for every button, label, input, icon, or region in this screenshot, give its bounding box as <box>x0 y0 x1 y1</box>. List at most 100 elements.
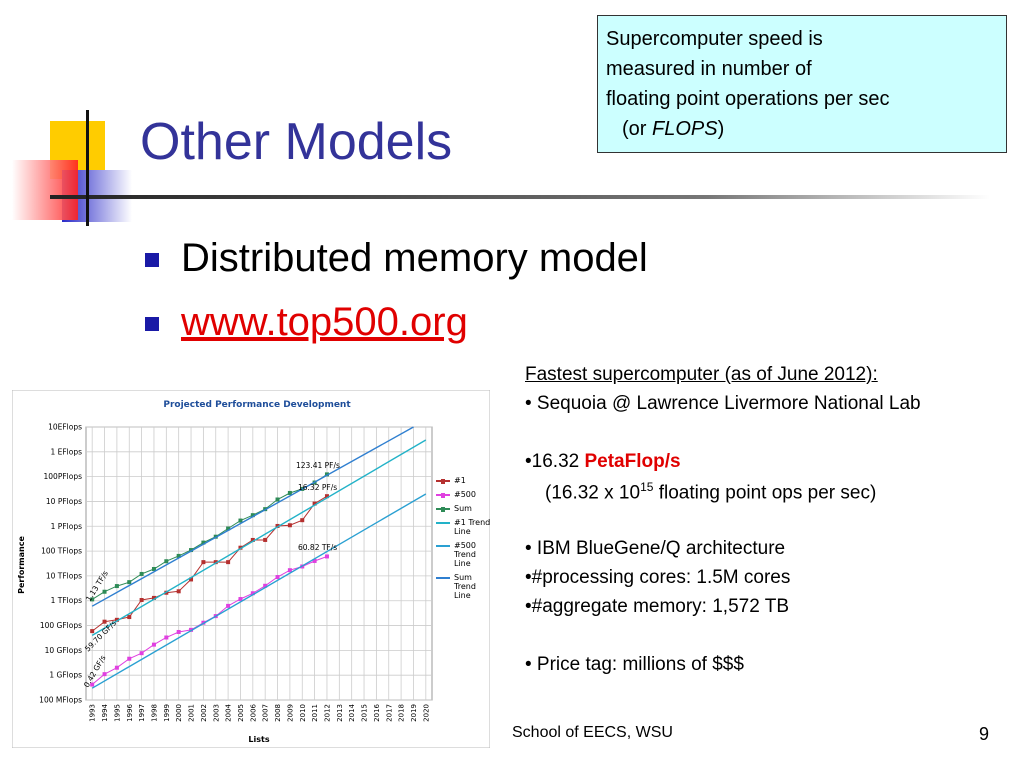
legend-marker <box>436 577 450 579</box>
highlight: PetaFlop/s <box>584 451 681 472</box>
legend-marker <box>436 506 450 512</box>
point <box>238 545 243 550</box>
x-tick-label: 2009 <box>286 704 294 722</box>
x-tick-label: 2006 <box>249 703 257 721</box>
details-line: •#aggregate memory: 1,572 TB <box>525 596 790 617</box>
x-tick-label: 2017 <box>385 704 393 722</box>
x-tick-label: 2012 <box>323 704 331 722</box>
point <box>164 635 169 640</box>
text: floating point ops per sec) <box>653 482 877 504</box>
point <box>250 591 255 596</box>
y-tick-label: 100 TFlops <box>41 547 82 556</box>
x-tick-label: 2005 <box>237 704 245 722</box>
point <box>102 672 107 677</box>
callout-line: measured in number of <box>606 58 812 80</box>
point <box>287 490 292 495</box>
point <box>201 560 206 565</box>
point <box>151 595 156 600</box>
details-line: • IBM BlueGene/Q architecture <box>525 538 786 559</box>
x-tick-label: 2016 <box>373 703 381 721</box>
x-tick-label: 2003 <box>212 704 220 722</box>
details-line: (16.32 x 1015 floating point ops per sec… <box>545 480 876 504</box>
slide-title: Other Models <box>140 113 453 171</box>
point <box>226 526 231 531</box>
point <box>250 513 255 518</box>
point <box>324 494 329 499</box>
series-line <box>91 473 328 600</box>
point <box>324 472 329 477</box>
x-tick-label: 2007 <box>262 704 270 722</box>
x-tick-label: 2001 <box>188 704 196 722</box>
details-line: •16.32 PetaFlop/s <box>525 451 681 473</box>
series-line <box>91 495 328 632</box>
x-tick-label: 2000 <box>175 704 183 722</box>
text: ) <box>717 118 725 140</box>
point <box>287 568 292 573</box>
x-tick-label: 2014 <box>348 703 356 721</box>
x-tick-label: 2013 <box>336 704 344 722</box>
x-tick-label: 1998 <box>150 704 158 722</box>
point <box>90 629 95 634</box>
x-tick-label: 2004 <box>225 703 233 721</box>
title-decoration <box>12 110 990 226</box>
bullet-text: Distributed memory model <box>181 236 648 280</box>
emphasis: FLOPS <box>652 118 718 140</box>
point <box>139 651 144 656</box>
x-tick-label: 2010 <box>299 704 307 722</box>
details-line: • Sequoia @ Lawrence Livermore National … <box>525 393 921 414</box>
y-tick-label: 100 MFlops <box>39 696 82 705</box>
x-tick-label: 2015 <box>361 704 369 722</box>
y-tick-label: 1 TFlops <box>51 596 82 605</box>
point <box>324 554 329 559</box>
point <box>238 597 243 602</box>
legend-item: #500 <box>436 490 494 499</box>
y-tick-label: 1 GFlops <box>49 671 82 680</box>
legend-label: #1 Trend Line <box>454 518 491 536</box>
point <box>226 603 231 608</box>
y-tick-label: 100PFlops <box>44 472 83 481</box>
point <box>275 575 280 580</box>
point <box>176 553 181 558</box>
point <box>201 540 206 545</box>
legend-label: Sum Trend Line <box>454 573 476 600</box>
point <box>263 583 268 588</box>
annotation: 16.32 PF/s <box>298 483 337 492</box>
chart-title: Projected Performance Development <box>163 400 351 410</box>
y-tick-label: 10 PFlops <box>46 497 82 506</box>
bullet: Distributed memory model <box>145 236 648 281</box>
point <box>263 537 268 542</box>
x-tick-label: 1996 <box>126 703 134 721</box>
y-axis-title: Performance <box>17 536 26 594</box>
text: •16.32 <box>525 451 585 472</box>
point <box>90 597 95 602</box>
point <box>102 619 107 624</box>
details-line: •#processing cores: 1.5M cores <box>525 567 791 588</box>
legend-label: #1 <box>454 476 466 485</box>
point <box>114 665 119 670</box>
point <box>139 571 144 576</box>
link[interactable]: www.top500.org <box>181 300 468 344</box>
callout-line: floating point operations per sec <box>606 88 890 110</box>
legend-item: #500 Trend Line <box>436 541 494 568</box>
point <box>114 584 119 589</box>
point <box>238 518 243 523</box>
footer: School of EECS, WSU <box>512 724 673 741</box>
x-tick-label: 2002 <box>200 704 208 722</box>
chart: Projected Performance Development Perform… <box>12 390 490 748</box>
text: (16.32 x 10 <box>545 482 641 504</box>
y-tick-label: 10EFlops <box>48 423 82 432</box>
y-tick-label: 100 GFlops <box>40 621 82 630</box>
point <box>189 577 194 582</box>
point <box>127 615 132 620</box>
x-tick-label: 2008 <box>274 704 282 722</box>
point <box>312 501 317 506</box>
callout-line: Supercomputer speed is <box>606 28 823 50</box>
point <box>287 523 292 528</box>
x-tick-label: 1994 <box>101 703 109 721</box>
point <box>90 682 95 687</box>
legend-marker <box>436 478 450 484</box>
legend-label: #500 Trend Line <box>454 541 476 568</box>
point <box>127 580 132 585</box>
x-tick-label: 1999 <box>163 704 171 722</box>
